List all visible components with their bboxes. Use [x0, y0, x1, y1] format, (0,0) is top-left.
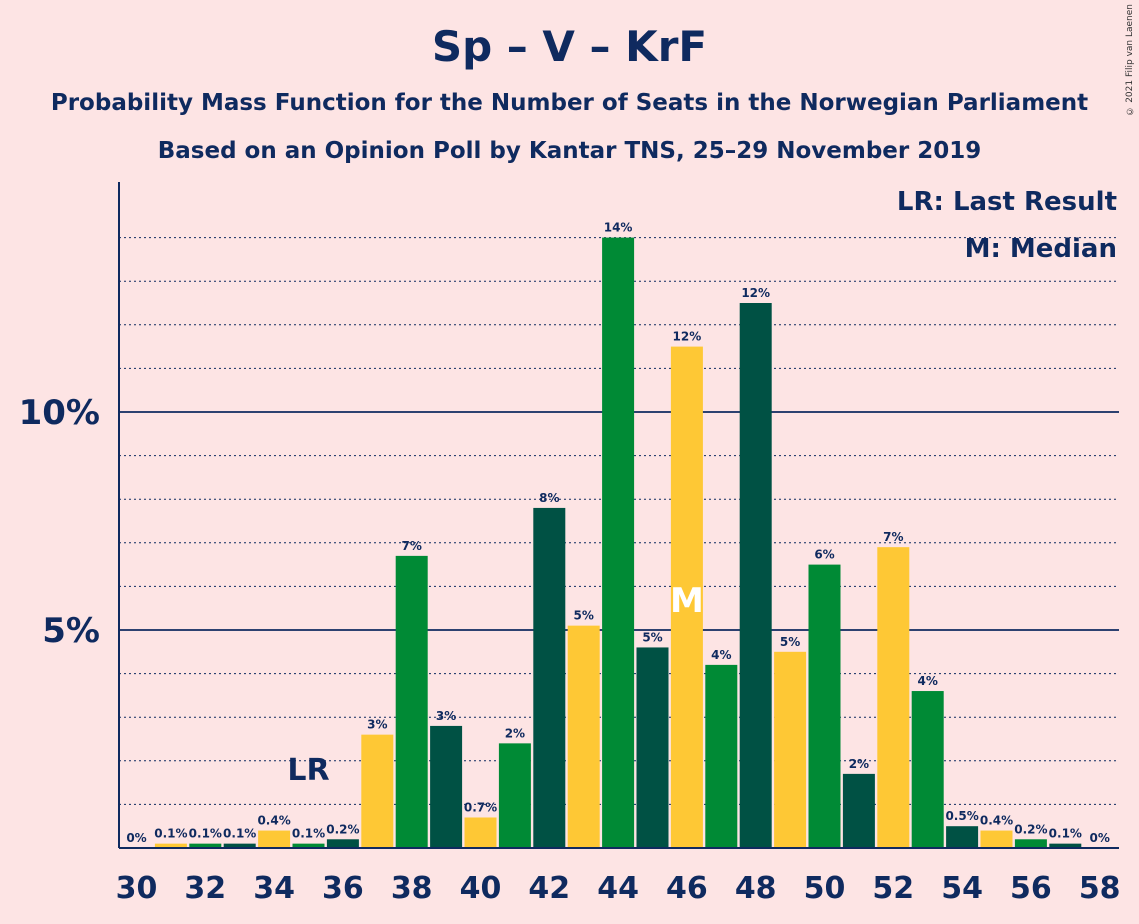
bar-seat-45: [636, 647, 669, 848]
x-tick-label-58: 58: [1079, 871, 1121, 906]
bar-seat-32: [189, 843, 222, 848]
data-label-seat-50: 6%: [814, 548, 834, 562]
data-label-seat-43: 5%: [574, 609, 594, 623]
last-result-marker: LR: [287, 753, 329, 788]
x-tick-label-32: 32: [184, 871, 226, 906]
bar-seat-57: [1049, 843, 1082, 848]
median-marker: M: [670, 581, 704, 621]
bar-seat-41: [498, 743, 531, 848]
x-tick-label-48: 48: [735, 871, 777, 906]
bar-seat-44: [602, 237, 635, 849]
data-label-seat-42: 8%: [539, 491, 559, 505]
bar-seat-54: [946, 826, 979, 848]
x-tick-label-50: 50: [804, 871, 846, 906]
x-tick-label-42: 42: [528, 871, 570, 906]
chart-title: Sp – V – KrF: [431, 22, 708, 71]
bar-seat-49: [774, 651, 807, 848]
data-label-seat-53: 4%: [918, 674, 938, 688]
data-label-seat-38: 7%: [402, 539, 422, 553]
bar-seat-46: [670, 346, 703, 848]
legend: LR: Last Result M: Median: [897, 187, 1117, 264]
x-tick-label-46: 46: [666, 871, 708, 906]
data-label-seat-49: 5%: [780, 635, 800, 649]
chart-subtitle-2: Based on an Opinion Poll by Kantar TNS, …: [157, 138, 982, 164]
data-label-seat-39: 3%: [436, 709, 456, 723]
bar-seat-52: [877, 547, 910, 848]
x-tick-label-56: 56: [1010, 871, 1052, 906]
y-tick-label-5: 5%: [42, 611, 100, 651]
bar-seat-40: [464, 817, 497, 848]
data-label-seat-33: 0.1%: [223, 827, 256, 841]
data-label-seat-45: 5%: [642, 630, 662, 644]
data-label-seat-57: 0.1%: [1049, 827, 1082, 841]
bar-seat-42: [533, 507, 566, 848]
x-tick-label-34: 34: [253, 871, 295, 906]
data-label-seat-55: 0.4%: [980, 814, 1013, 828]
bar-seat-53: [911, 691, 944, 848]
chart-subtitle: Probability Mass Function for the Number…: [50, 90, 1089, 116]
axes: 30 32 34 36 38 40 42 44 46 48 50 52 54 56 58 5% 10%: [19, 182, 1121, 906]
data-label-seat-48: 12%: [741, 286, 770, 300]
data-label-seat-41: 2%: [505, 726, 525, 740]
data-label-seat-34: 0.4%: [257, 814, 290, 828]
data-label-seat-51: 2%: [849, 757, 869, 771]
bar-seat-39: [430, 725, 463, 848]
data-label-seat-30: 0%: [126, 831, 146, 845]
x-tick-label-38: 38: [391, 871, 433, 906]
data-label-seat-35: 0.1%: [292, 827, 325, 841]
legend-last-result: LR: Last Result: [897, 187, 1117, 217]
data-label-seat-37: 3%: [367, 718, 387, 732]
bar-seat-47: [705, 664, 738, 848]
bar-seat-33: [223, 843, 256, 848]
bar-seat-36: [326, 839, 359, 848]
x-tick-label-54: 54: [941, 871, 983, 906]
data-label-seat-31: 0.1%: [154, 827, 187, 841]
x-tick-label-36: 36: [322, 871, 364, 906]
bar-seat-37: [361, 734, 394, 848]
bar-seat-38: [395, 555, 428, 848]
x-tick-label-44: 44: [597, 871, 639, 906]
markers: LR M: [287, 581, 703, 788]
data-label-seat-54: 0.5%: [945, 809, 978, 823]
value-labels: 0% 0.1% 0.1% 0.1%0.4%0.1% 0.2%3%7%3%0.7%2%8%…: [126, 221, 1110, 845]
bars: [154, 237, 1082, 849]
x-tick-label-40: 40: [460, 871, 502, 906]
x-tick-label-52: 52: [872, 871, 914, 906]
data-label-seat-47: 4%: [711, 648, 731, 662]
data-label-seat-44: 14%: [604, 221, 633, 235]
bar-seat-43: [567, 625, 600, 848]
data-label-seat-52: 7%: [883, 530, 903, 544]
bar-seat-51: [842, 773, 875, 848]
bar-seat-35: [292, 843, 325, 848]
bar-seat-48: [739, 303, 772, 848]
data-label-seat-56: 0.2%: [1014, 822, 1047, 836]
bar-seat-31: [154, 843, 187, 848]
data-label-seat-40: 0.7%: [464, 800, 497, 814]
bar-seat-50: [808, 564, 841, 848]
legend-median: M: Median: [965, 234, 1117, 264]
bar-seat-34: [258, 830, 291, 848]
y-tick-label-10: 10%: [19, 393, 100, 433]
data-label-seat-46: 12%: [673, 330, 702, 344]
bar-seat-56: [1014, 839, 1047, 848]
bar-seat-55: [980, 830, 1013, 848]
data-label-seat-58: 0%: [1090, 831, 1110, 845]
x-tick-label-30: 30: [116, 871, 158, 906]
data-label-seat-36: 0.2%: [326, 822, 359, 836]
data-label-seat-32: 0.1%: [189, 827, 222, 841]
